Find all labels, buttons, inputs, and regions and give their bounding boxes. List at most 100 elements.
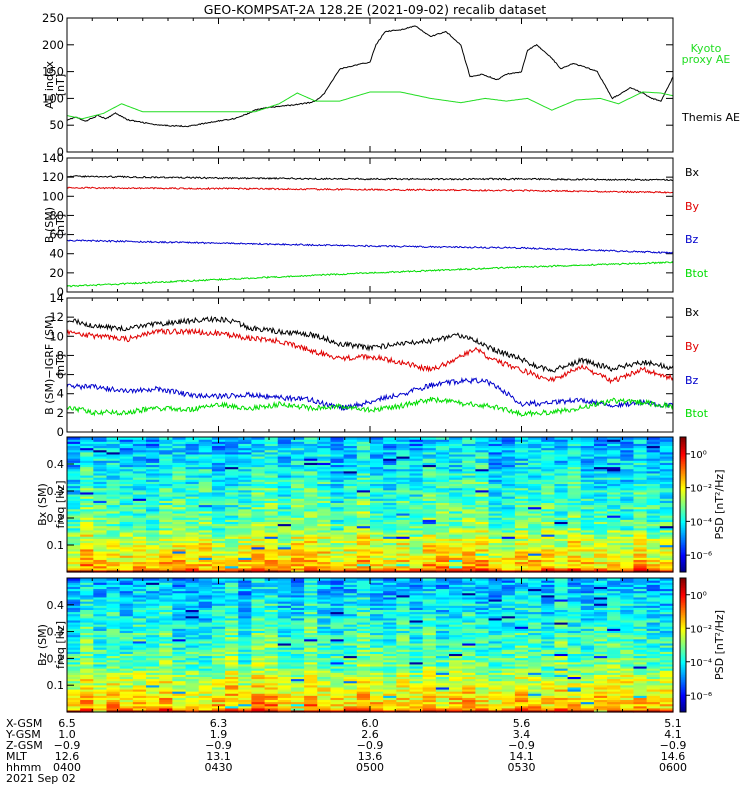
spectrogram-cell (435, 559, 450, 563)
spectrogram-cell (67, 663, 81, 667)
colorbar-cell (680, 538, 686, 541)
spectrogram-cell (67, 617, 81, 621)
spectrogram-cell (67, 680, 81, 684)
spectrogram-cell (396, 491, 411, 495)
spectrogram-cell (422, 455, 437, 459)
spectrogram-cell (343, 598, 358, 602)
spectrogram-cell (67, 437, 81, 440)
spectrogram-cell (607, 489, 621, 493)
colorbar-cell (680, 509, 686, 512)
colorbar-cell (680, 482, 686, 485)
spectrogram-cell (290, 493, 305, 497)
spectrogram-cell (383, 517, 397, 520)
spectrogram-cell (251, 485, 266, 489)
y-tick-label: 250 (42, 11, 64, 25)
spectrogram-cell (159, 707, 173, 711)
spectrogram-cell (633, 510, 648, 514)
spectrogram-cell (106, 607, 121, 610)
spectrogram-cell (238, 550, 253, 554)
spectrogram-cell (172, 567, 187, 571)
spectrogram-cell (607, 485, 621, 489)
spectrogram-cell (264, 645, 279, 648)
spectrogram-cell (330, 437, 345, 440)
spectrogram-cell (93, 703, 108, 707)
spectrogram-cell (304, 569, 318, 573)
spectrogram-cell (383, 617, 397, 621)
spectrogram-cell (396, 527, 411, 531)
spectrogram-cell (330, 540, 345, 544)
spectrogram-cell (119, 670, 134, 673)
spectrogram-cell (211, 624, 226, 627)
spectrogram-cell (290, 517, 305, 520)
colorbar-cell (680, 531, 686, 534)
spectrogram-cell (501, 500, 516, 503)
spectrogram-cell (67, 709, 81, 713)
spectrogram-cell (383, 529, 397, 533)
spectrogram-cell (567, 534, 582, 537)
spectrogram-cell (541, 555, 556, 558)
spectrogram-cell (251, 680, 266, 684)
spectrogram-cell (567, 519, 582, 522)
spectrogram-cell (80, 455, 94, 459)
spectrogram-cell (119, 680, 134, 684)
colorbar-tick-label: 10⁻⁶ (690, 551, 712, 562)
spectrogram-cell (93, 697, 108, 701)
spectrogram-cell (159, 519, 173, 522)
spectrogram-cell (238, 640, 253, 644)
spectrogram-cell (633, 479, 648, 482)
spectrogram-cell (488, 502, 503, 506)
spectrogram-cell (211, 590, 226, 594)
spectrogram-cell (251, 611, 266, 615)
spectrogram-cell (370, 512, 384, 516)
spectrogram-cell (343, 531, 358, 535)
spectrogram-cell (475, 531, 490, 535)
spectrogram-cell (409, 555, 424, 558)
spectrogram-cell (80, 437, 94, 440)
spectrogram-cell (514, 466, 529, 470)
spectrogram-cell (646, 437, 661, 440)
spectrogram-cell (80, 493, 94, 497)
spectrogram-cell (172, 663, 187, 667)
spectrogram-cell (211, 676, 226, 680)
spectrogram-cell (132, 527, 147, 531)
spectrogram-cell (383, 538, 397, 541)
spectrogram-cell (462, 536, 476, 539)
spectrogram-cell (383, 567, 397, 571)
spectrogram-cell (159, 594, 173, 598)
legend-kyoto-line1: Kyoto (691, 42, 722, 55)
spectrogram-cell (317, 632, 332, 636)
spectrogram-cell (343, 477, 358, 480)
spectrogram-cell (198, 500, 213, 503)
spectrogram-cell (620, 559, 635, 563)
spectrogram-cell (185, 510, 200, 514)
spectrogram-cell (409, 544, 424, 548)
spectrogram-cell (304, 670, 318, 673)
spectrogram-cell (435, 508, 450, 512)
spectrogram-cell (93, 668, 108, 671)
legend-bx: Bx (685, 306, 700, 319)
spectrogram-cell (422, 519, 437, 522)
spectrogram-cell (251, 534, 266, 537)
spectrogram-cell (159, 592, 173, 596)
spectrogram-cell (383, 439, 397, 442)
spectrogram-cell (67, 487, 81, 491)
spectrogram-cell (67, 470, 81, 474)
spectrogram-cell (567, 464, 582, 468)
spectrogram-cell (172, 596, 187, 600)
spectrogram-cell (409, 567, 424, 571)
spectrogram-cell (593, 525, 608, 529)
spectrogram-cell (211, 659, 226, 663)
spectrogram-cell (528, 464, 542, 468)
spectrogram-cell (620, 529, 635, 533)
spectrogram-cell (119, 555, 134, 558)
spectrogram-cell (290, 466, 305, 470)
spectrogram-cell (67, 517, 81, 520)
spectrogram-cell (290, 449, 305, 453)
spectrogram-cell (633, 472, 648, 476)
spectrogram-cell (541, 455, 556, 459)
spectrogram-cell (119, 439, 134, 442)
spectrogram-cell (277, 455, 292, 459)
spectrogram-cell (146, 531, 160, 535)
spectrogram-cell (304, 626, 318, 629)
spectrogram-cell (198, 502, 213, 506)
